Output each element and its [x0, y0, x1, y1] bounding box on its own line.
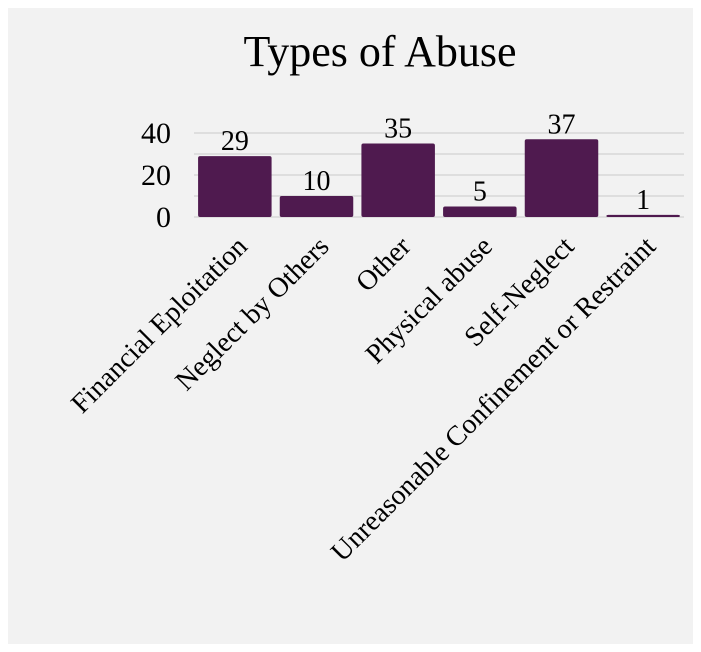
- y-tick-label: 40: [141, 117, 171, 150]
- grid-lines: [194, 132, 684, 218]
- y-axis-ticks: 0 20 40: [141, 117, 171, 234]
- y-tick-label: 0: [156, 201, 171, 234]
- data-label: 35: [384, 114, 412, 145]
- data-label: 5: [473, 177, 487, 208]
- data-label: 29: [221, 126, 249, 157]
- data-label: 37: [548, 109, 576, 140]
- x-tick-label: Neglect by Others: [169, 231, 335, 397]
- y-tick-label: 20: [141, 159, 171, 192]
- bars: [198, 139, 680, 217]
- x-tick-label: Other: [350, 231, 417, 298]
- bar: [361, 143, 435, 217]
- chart-area: Types of Abuse 0 20 40 29 10 35 5 37 1 Financia…: [8, 8, 693, 644]
- chart-title: Types of Abuse: [243, 27, 516, 76]
- bar: [606, 214, 680, 217]
- bar: [279, 196, 354, 217]
- data-labels: 29 10 35 5 37 1: [221, 109, 650, 216]
- bar: [443, 206, 517, 217]
- data-label: 10: [303, 166, 331, 197]
- bar: [524, 139, 599, 217]
- bar-chart: Types of Abuse 0 20 40 29 10 35 5 37 1 Financia…: [65, 27, 684, 568]
- bar: [198, 156, 272, 217]
- data-label: 1: [636, 185, 650, 216]
